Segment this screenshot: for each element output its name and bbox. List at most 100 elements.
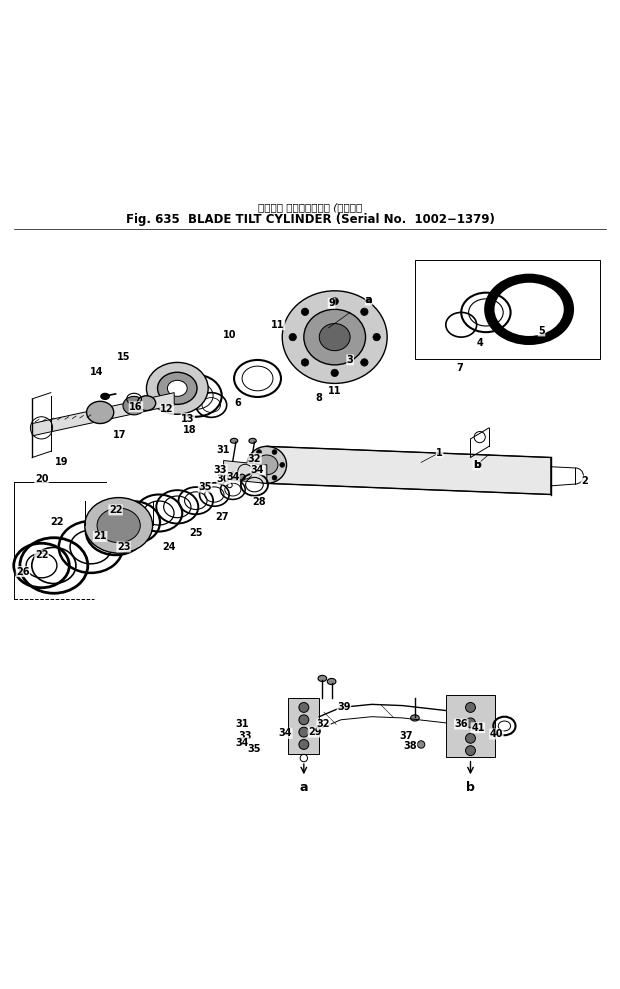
Circle shape (361, 359, 368, 366)
Text: 36: 36 (454, 719, 468, 729)
Text: 14: 14 (91, 367, 104, 377)
Text: 24: 24 (162, 542, 176, 552)
Circle shape (301, 359, 309, 366)
Text: 11: 11 (271, 319, 285, 329)
Text: 35: 35 (248, 744, 261, 754)
Text: 1: 1 (436, 448, 443, 458)
Text: 32: 32 (248, 454, 261, 464)
Circle shape (331, 369, 339, 377)
Circle shape (299, 727, 309, 737)
Circle shape (272, 450, 277, 455)
Text: 29: 29 (308, 727, 322, 737)
Text: 32: 32 (317, 719, 330, 729)
Ellipse shape (146, 362, 208, 414)
Circle shape (299, 715, 309, 725)
Polygon shape (267, 446, 551, 494)
Ellipse shape (255, 455, 278, 475)
Text: 35: 35 (198, 482, 212, 493)
Ellipse shape (304, 310, 366, 365)
Circle shape (239, 474, 245, 481)
Text: 31: 31 (236, 719, 249, 729)
Ellipse shape (247, 446, 286, 484)
Text: 10: 10 (223, 330, 236, 340)
Text: 34: 34 (250, 465, 264, 475)
Circle shape (331, 298, 339, 305)
Text: 13: 13 (181, 413, 195, 423)
Text: 19: 19 (55, 457, 69, 468)
Text: Fig. 635  BLADE TILT CYLINDER (Serial No.  1002−1379): Fig. 635 BLADE TILT CYLINDER (Serial No.… (126, 214, 494, 226)
Circle shape (466, 734, 476, 744)
Text: 28: 28 (252, 496, 266, 507)
Text: a: a (365, 295, 372, 305)
Polygon shape (288, 698, 319, 754)
Text: 2: 2 (582, 476, 588, 486)
Text: 39: 39 (337, 702, 351, 712)
Text: 5: 5 (538, 326, 545, 336)
Polygon shape (32, 393, 174, 436)
Text: 4: 4 (476, 338, 483, 348)
Text: 6: 6 (234, 399, 241, 408)
Ellipse shape (101, 394, 109, 400)
Text: 3: 3 (347, 355, 353, 365)
Text: 16: 16 (129, 402, 143, 411)
Circle shape (361, 309, 368, 315)
Text: 15: 15 (117, 352, 130, 363)
Text: 23: 23 (117, 542, 130, 552)
Text: 38: 38 (403, 742, 417, 752)
Text: b: b (472, 460, 480, 470)
Text: 7: 7 (456, 363, 463, 373)
Polygon shape (415, 260, 600, 359)
Text: 11: 11 (328, 386, 342, 396)
Ellipse shape (282, 291, 387, 384)
Ellipse shape (85, 497, 153, 553)
Text: 34: 34 (278, 728, 292, 739)
Circle shape (257, 476, 262, 481)
Text: a: a (365, 295, 373, 305)
Circle shape (373, 333, 380, 341)
Ellipse shape (167, 381, 187, 397)
Ellipse shape (410, 715, 419, 721)
Ellipse shape (87, 402, 113, 423)
Text: 34: 34 (226, 472, 239, 483)
Ellipse shape (327, 678, 336, 684)
Ellipse shape (319, 323, 350, 351)
Ellipse shape (486, 275, 572, 343)
Ellipse shape (231, 438, 238, 443)
Text: 22: 22 (109, 505, 122, 515)
Circle shape (299, 740, 309, 750)
Text: 18: 18 (183, 424, 197, 435)
Ellipse shape (137, 396, 156, 410)
Text: 34: 34 (236, 738, 249, 748)
Ellipse shape (157, 372, 197, 405)
Text: b: b (473, 460, 480, 470)
Text: 27: 27 (216, 512, 229, 522)
Text: a: a (299, 781, 308, 794)
Circle shape (466, 746, 476, 756)
Ellipse shape (97, 508, 140, 543)
Circle shape (249, 463, 254, 468)
Polygon shape (446, 695, 495, 757)
Text: b: b (466, 781, 475, 794)
Circle shape (466, 702, 476, 712)
Text: 22: 22 (35, 550, 48, 560)
Text: 33: 33 (214, 465, 228, 475)
Ellipse shape (123, 397, 145, 414)
Text: 40: 40 (490, 729, 503, 739)
Circle shape (280, 463, 285, 468)
Circle shape (299, 702, 309, 712)
Circle shape (229, 473, 237, 480)
Text: 22: 22 (50, 516, 64, 527)
Ellipse shape (249, 438, 256, 443)
Text: 31: 31 (217, 445, 231, 455)
Text: 30: 30 (217, 474, 231, 484)
Circle shape (466, 718, 476, 728)
Ellipse shape (318, 675, 327, 681)
Text: 37: 37 (399, 732, 412, 742)
Polygon shape (224, 461, 267, 484)
Text: 9: 9 (328, 298, 335, 309)
Text: 21: 21 (94, 531, 107, 541)
Ellipse shape (495, 284, 563, 335)
Text: ブレード チルトシリンダ (通用号機: ブレード チルトシリンダ (通用号機 (258, 203, 362, 213)
Text: 12: 12 (160, 405, 174, 414)
Circle shape (272, 476, 277, 481)
